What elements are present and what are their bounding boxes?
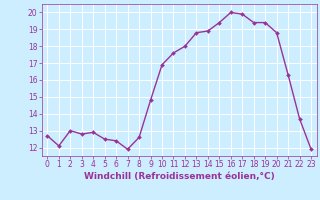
- X-axis label: Windchill (Refroidissement éolien,°C): Windchill (Refroidissement éolien,°C): [84, 172, 275, 181]
